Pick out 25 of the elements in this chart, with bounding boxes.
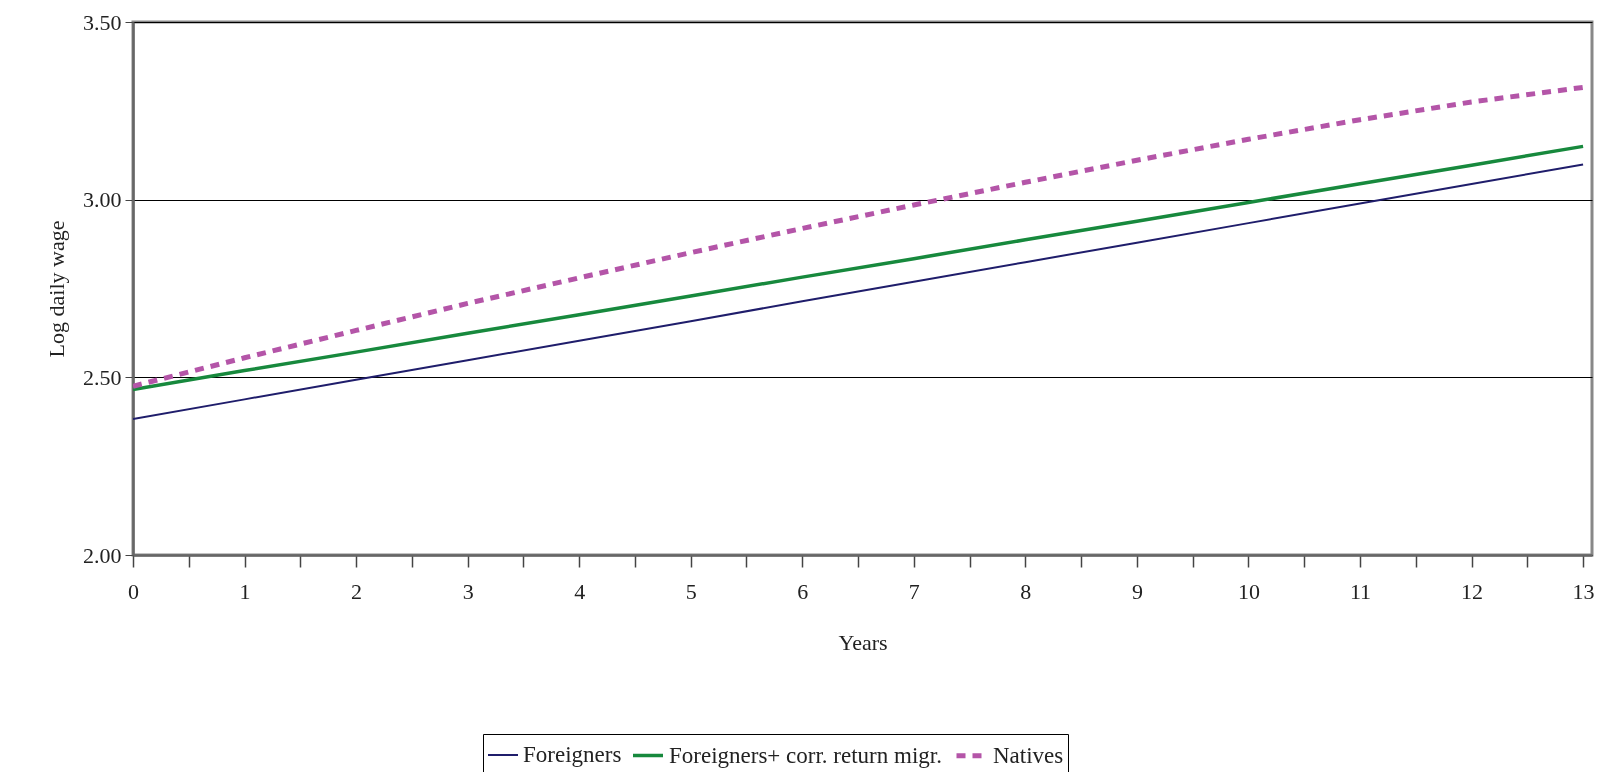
x-tick-label: 9 [1131,578,1143,604]
line-series [133,144,1585,392]
x-axis-title: Years [838,629,888,655]
x-tick-label: 0 [128,578,139,604]
y-tick-label: 3.50 [83,9,122,35]
x-tick-label: 4 [574,578,586,604]
y-tick-label: 3.00 [83,187,122,213]
legend-label: Natives [993,742,1064,768]
x-tick-label: 5 [685,578,697,604]
x-tick-label: 13 [1572,578,1595,604]
y-tick-label: 2.00 [83,542,122,568]
x-tick-label: 12 [1461,578,1484,604]
x-tick-label: 3 [462,578,474,604]
y-tick-label: 2.50 [83,364,122,390]
x-tick-label: 10 [1237,578,1260,604]
legend-label: Foreigners [523,742,622,767]
x-tick-label: 2 [351,578,363,604]
line-series [133,163,1585,420]
x-tick-label: 6 [797,578,809,604]
x-tick-label: 7 [908,578,920,604]
legend-label: Foreigners+ corr. return migr. [669,742,942,768]
y-axis-title: Log daily wage [44,220,69,358]
x-tick-label: 8 [1020,578,1032,604]
x-tick-label: 11 [1349,578,1372,604]
x-tick-label: 1 [239,578,251,604]
